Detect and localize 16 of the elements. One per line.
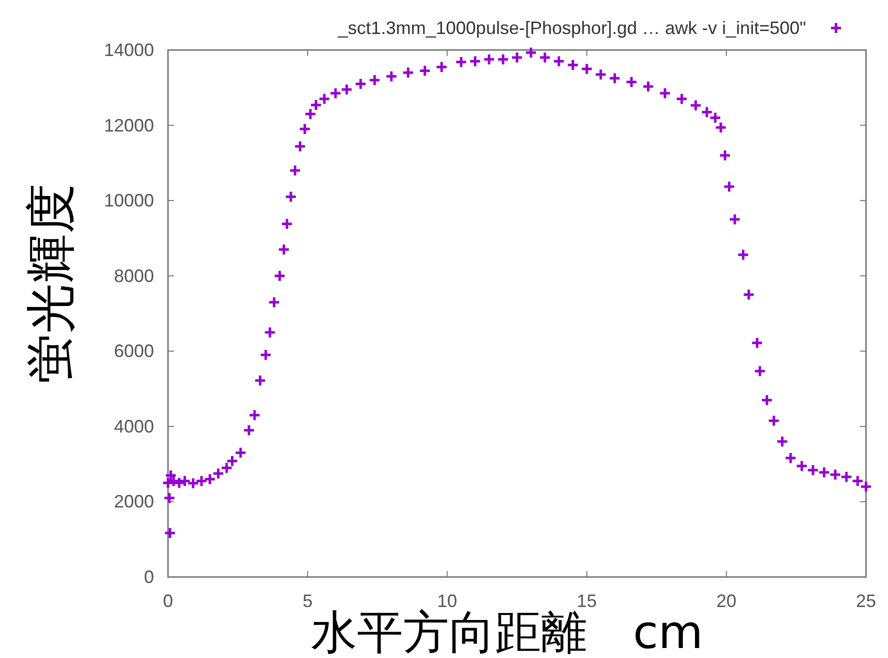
- y-tick-label: 0: [144, 567, 154, 587]
- x-tick-label: 25: [856, 591, 876, 611]
- y-axis-title: 蛍光輝度: [22, 184, 80, 384]
- y-tick-label: 14000: [104, 40, 154, 60]
- y-tick-label: 6000: [114, 341, 154, 362]
- x-tick-label: 0: [162, 591, 174, 611]
- y-tick-label: 2000: [114, 492, 154, 512]
- y-tick-label: 8000: [114, 266, 154, 286]
- y-tick-label: 10000: [104, 190, 154, 211]
- x-tick-label: 5: [302, 591, 313, 611]
- x-tick-label: 15: [576, 591, 597, 611]
- legend-label: _sct1.3mm_1000pulse-[Phosphor].gd … awk -v i_init=500": [336, 18, 806, 38]
- y-tick-label: 12000: [104, 115, 154, 136]
- x-tick-label: 20: [716, 591, 736, 611]
- x-tick-label: 10: [437, 591, 458, 611]
- y-tick-label: 4000: [114, 416, 154, 436]
